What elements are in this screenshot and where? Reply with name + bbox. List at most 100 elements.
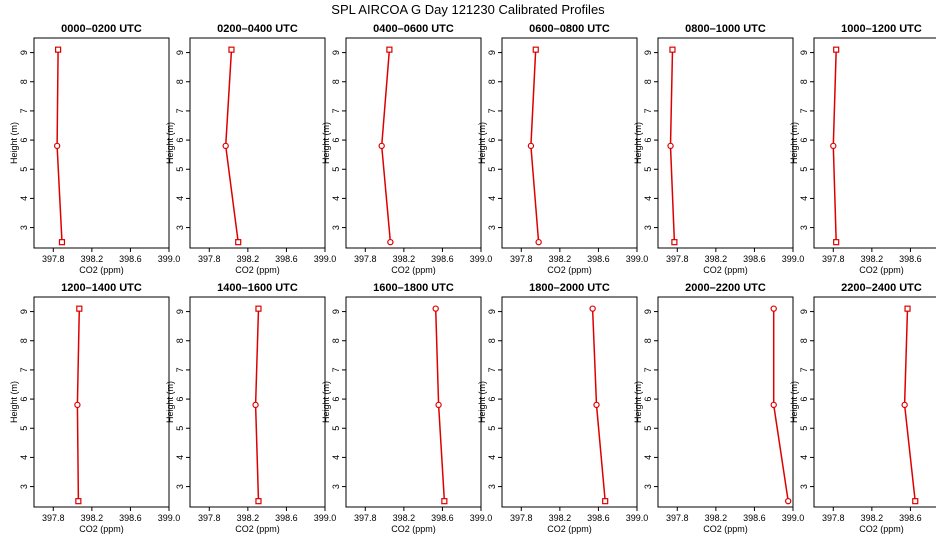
x-tick-label: 398.6 [899, 513, 922, 523]
profile-panel: 2000–2200 UTC 397.8 398.2 398.6 399.0 3 4 5 6 7 8 9… [633, 282, 804, 534]
data-point-square [76, 305, 83, 312]
y-tick-label: 8 [331, 79, 341, 84]
x-axis-label: CO2 (ppm) [859, 524, 904, 534]
data-point-circle [593, 401, 600, 409]
y-tick-label: 8 [175, 79, 185, 84]
data-point-square [833, 46, 840, 53]
x-tick-label: 399.0 [782, 254, 805, 264]
y-tick-label: 6 [643, 138, 653, 143]
profile-panel: 1200–1400 UTC 397.8 398.2 398.6 399.0 3 4 5 6 7 8 9… [9, 282, 180, 534]
y-axis-label: Height (m) [165, 381, 175, 423]
x-tick-label: 398.2 [705, 513, 728, 523]
y-tick-label: 5 [19, 167, 29, 172]
y-axis-label: Height (m) [321, 122, 331, 164]
y-tick-label: 8 [799, 79, 809, 84]
y-tick-label: 6 [175, 138, 185, 143]
x-tick-label: 398.2 [393, 513, 416, 523]
y-tick-label: 9 [331, 309, 341, 314]
y-tick-label: 4 [643, 196, 653, 201]
data-point-circle [432, 305, 439, 312]
x-tick-label: 397.8 [666, 254, 689, 264]
data-point-circle [252, 401, 259, 409]
y-tick-label: 3 [331, 225, 341, 230]
x-tick-label: 398.6 [119, 513, 142, 523]
y-tick-label: 3 [331, 484, 341, 489]
plot-frame [813, 296, 936, 508]
y-axis-label: Height (m) [789, 381, 799, 423]
y-tick-label: 6 [799, 397, 809, 402]
data-point-circle [830, 142, 837, 150]
y-axis-label: Height (m) [9, 381, 19, 423]
y-tick-label: 9 [175, 309, 185, 314]
plot-frame [501, 37, 638, 249]
x-tick-label: 398.2 [237, 254, 260, 264]
y-axis-label: Height (m) [165, 122, 175, 164]
y-tick-label: 4 [799, 455, 809, 460]
y-axis-label: Height (m) [477, 122, 487, 164]
x-tick-label: 397.8 [42, 513, 65, 523]
panel-title: 1200–1400 UTC [61, 282, 142, 294]
y-tick-label: 7 [487, 367, 497, 372]
y-tick-label: 8 [643, 79, 653, 84]
y-tick-label: 3 [175, 225, 185, 230]
data-point-square [671, 239, 678, 246]
data-point-square [255, 498, 262, 505]
x-axis-label: CO2 (ppm) [235, 524, 280, 534]
data-point-circle [222, 142, 229, 150]
plot-frame [189, 296, 326, 508]
profile-panel: 0400–0600 UTC 397.8 398.2 398.6 399.0 3 4 5 6 7 8 9… [321, 23, 492, 275]
y-tick-label: 5 [799, 426, 809, 431]
y-tick-label: 5 [331, 167, 341, 172]
x-tick-label: 398.2 [861, 254, 884, 264]
y-tick-label: 3 [487, 225, 497, 230]
data-point-square [833, 239, 840, 246]
data-point-square [669, 46, 676, 53]
profile-panel: 0800–1000 UTC 397.8 398.2 398.6 399.0 3 4 5 6 7 8 9… [633, 23, 804, 275]
y-tick-label: 8 [643, 338, 653, 343]
y-tick-label: 3 [799, 484, 809, 489]
y-tick-label: 6 [19, 138, 29, 143]
y-tick-label: 7 [643, 108, 653, 113]
y-tick-label: 5 [799, 167, 809, 172]
y-tick-label: 7 [331, 108, 341, 113]
x-tick-label: 399.0 [158, 513, 181, 523]
data-point-square [904, 305, 911, 312]
panel-title: 0800–1000 UTC [685, 23, 766, 35]
y-tick-label: 9 [331, 50, 341, 55]
x-tick-label: 398.6 [743, 513, 766, 523]
figure-title: SPL AIRCOA G Day 121230 Calibrated Profi… [331, 2, 605, 17]
x-tick-label: 399.0 [158, 254, 181, 264]
data-point-square [58, 239, 66, 246]
x-axis-label: CO2 (ppm) [703, 265, 748, 275]
y-tick-label: 7 [799, 367, 809, 372]
y-tick-label: 6 [331, 138, 341, 143]
data-point-square [441, 498, 448, 505]
x-tick-label: 398.6 [275, 513, 298, 523]
x-tick-label: 399.0 [626, 254, 649, 264]
y-axis-label: Height (m) [321, 381, 331, 423]
y-tick-label: 9 [487, 50, 497, 55]
y-tick-label: 9 [175, 50, 185, 55]
plot-frame [189, 37, 326, 249]
y-axis-label: Height (m) [9, 122, 19, 164]
panel-title: 1400–1600 UTC [217, 282, 298, 294]
data-point-circle [74, 401, 81, 409]
y-axis-label: Height (m) [633, 381, 643, 423]
x-tick-label: 397.8 [198, 513, 221, 523]
x-tick-label: 397.8 [354, 254, 377, 264]
profile-panel: 1800–2000 UTC 397.8 398.2 398.6 399.0 3 4 5 6 7 8 9… [477, 282, 648, 534]
x-tick-label: 399.0 [470, 513, 493, 523]
data-point-square [228, 46, 235, 53]
y-tick-label: 6 [799, 138, 809, 143]
x-tick-label: 397.8 [666, 513, 689, 523]
y-tick-label: 7 [331, 367, 341, 372]
data-point-square [235, 239, 242, 246]
x-tick-label: 398.6 [899, 254, 922, 264]
y-tick-label: 8 [487, 79, 497, 84]
x-axis-label: CO2 (ppm) [391, 265, 436, 275]
plot-frame [657, 37, 794, 249]
data-point-circle [770, 401, 777, 409]
x-tick-label: 398.2 [81, 513, 104, 523]
panel-title: 0400–0600 UTC [373, 23, 454, 35]
y-tick-label: 3 [799, 225, 809, 230]
